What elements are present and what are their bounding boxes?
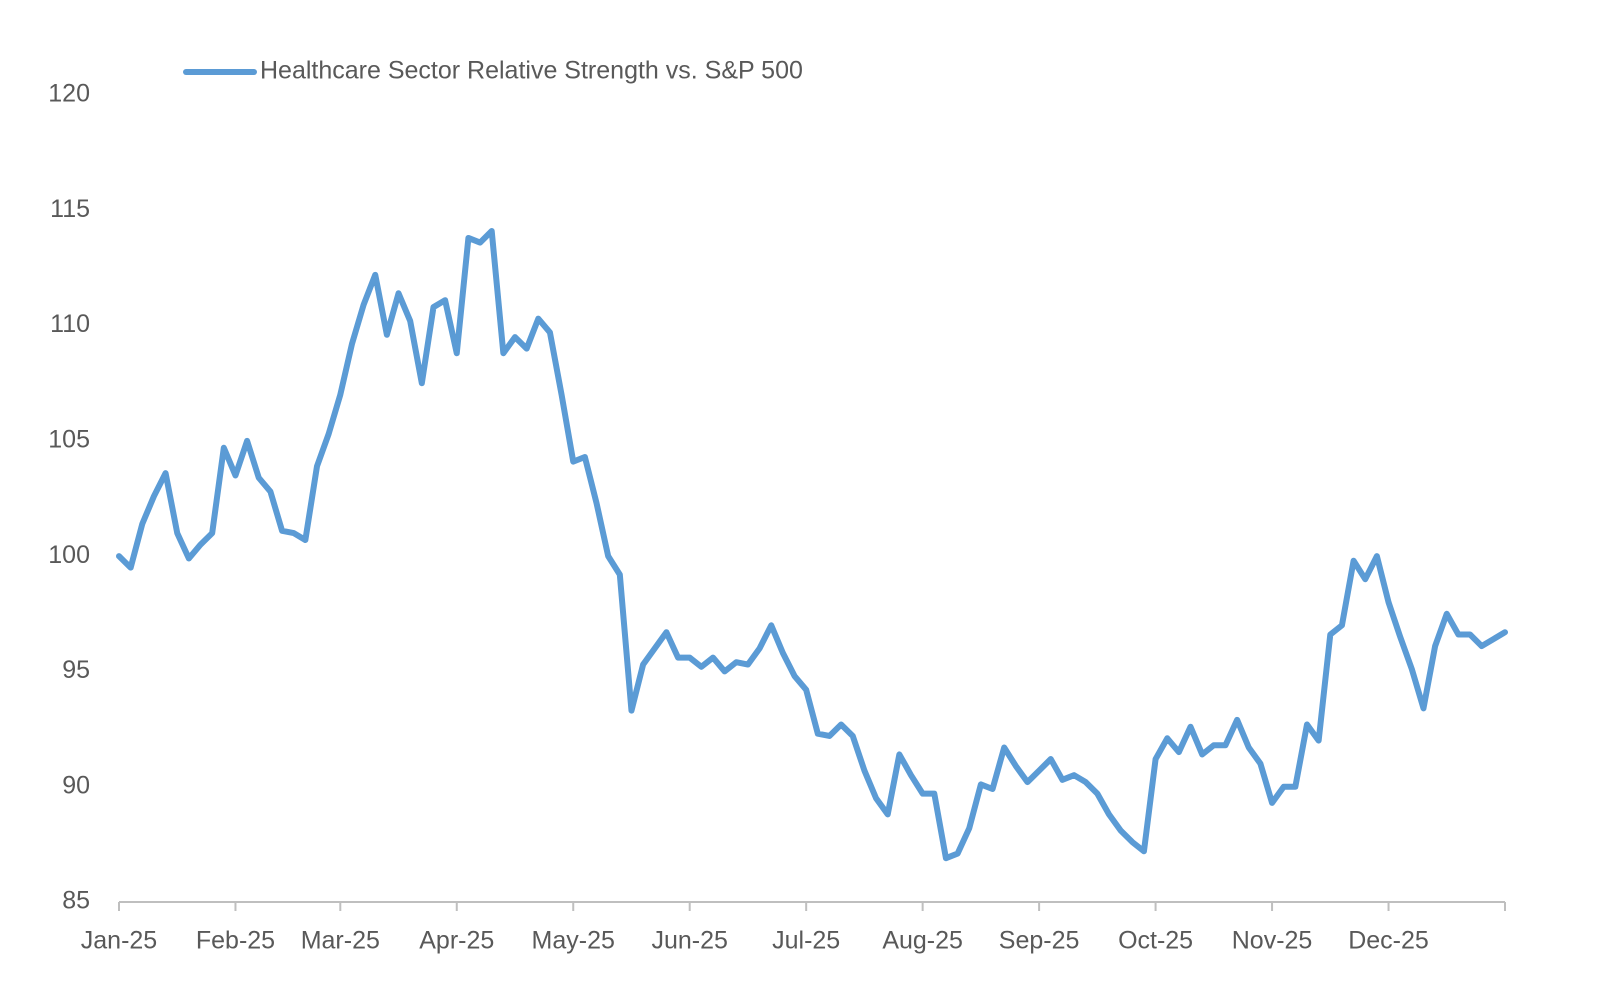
data-line [116, 228, 1508, 862]
x-tick-label: Nov-25 [1232, 927, 1313, 955]
y-tick-label: 100 [48, 541, 90, 569]
y-tick-label: 95 [62, 656, 90, 684]
x-tick-label: May-25 [532, 927, 615, 955]
x-tick-label: Jan-25 [81, 927, 157, 955]
x-tick-label: Mar-25 [301, 927, 380, 955]
x-tick-label: Sep-25 [999, 927, 1080, 955]
y-tick-label: 90 [62, 771, 90, 799]
x-tick-label: Apr-25 [419, 927, 494, 955]
x-tick-label: Jul-25 [772, 927, 840, 955]
x-tick-label: Aug-25 [882, 927, 963, 955]
x-tick-label: Dec-25 [1348, 927, 1429, 955]
x-tick-label: Feb-25 [196, 927, 275, 955]
x-tick-label: Oct-25 [1118, 927, 1193, 955]
x-tick-label: Jun-25 [651, 927, 727, 955]
y-tick-label: 115 [50, 195, 90, 223]
y-tick-label: 105 [48, 425, 90, 453]
legend-label: Healthcare Sector Relative Strength vs. … [260, 57, 803, 85]
y-tick-label: 110 [50, 310, 90, 338]
y-tick-label: 85 [62, 887, 90, 915]
y-tick-label: 120 [48, 80, 90, 108]
